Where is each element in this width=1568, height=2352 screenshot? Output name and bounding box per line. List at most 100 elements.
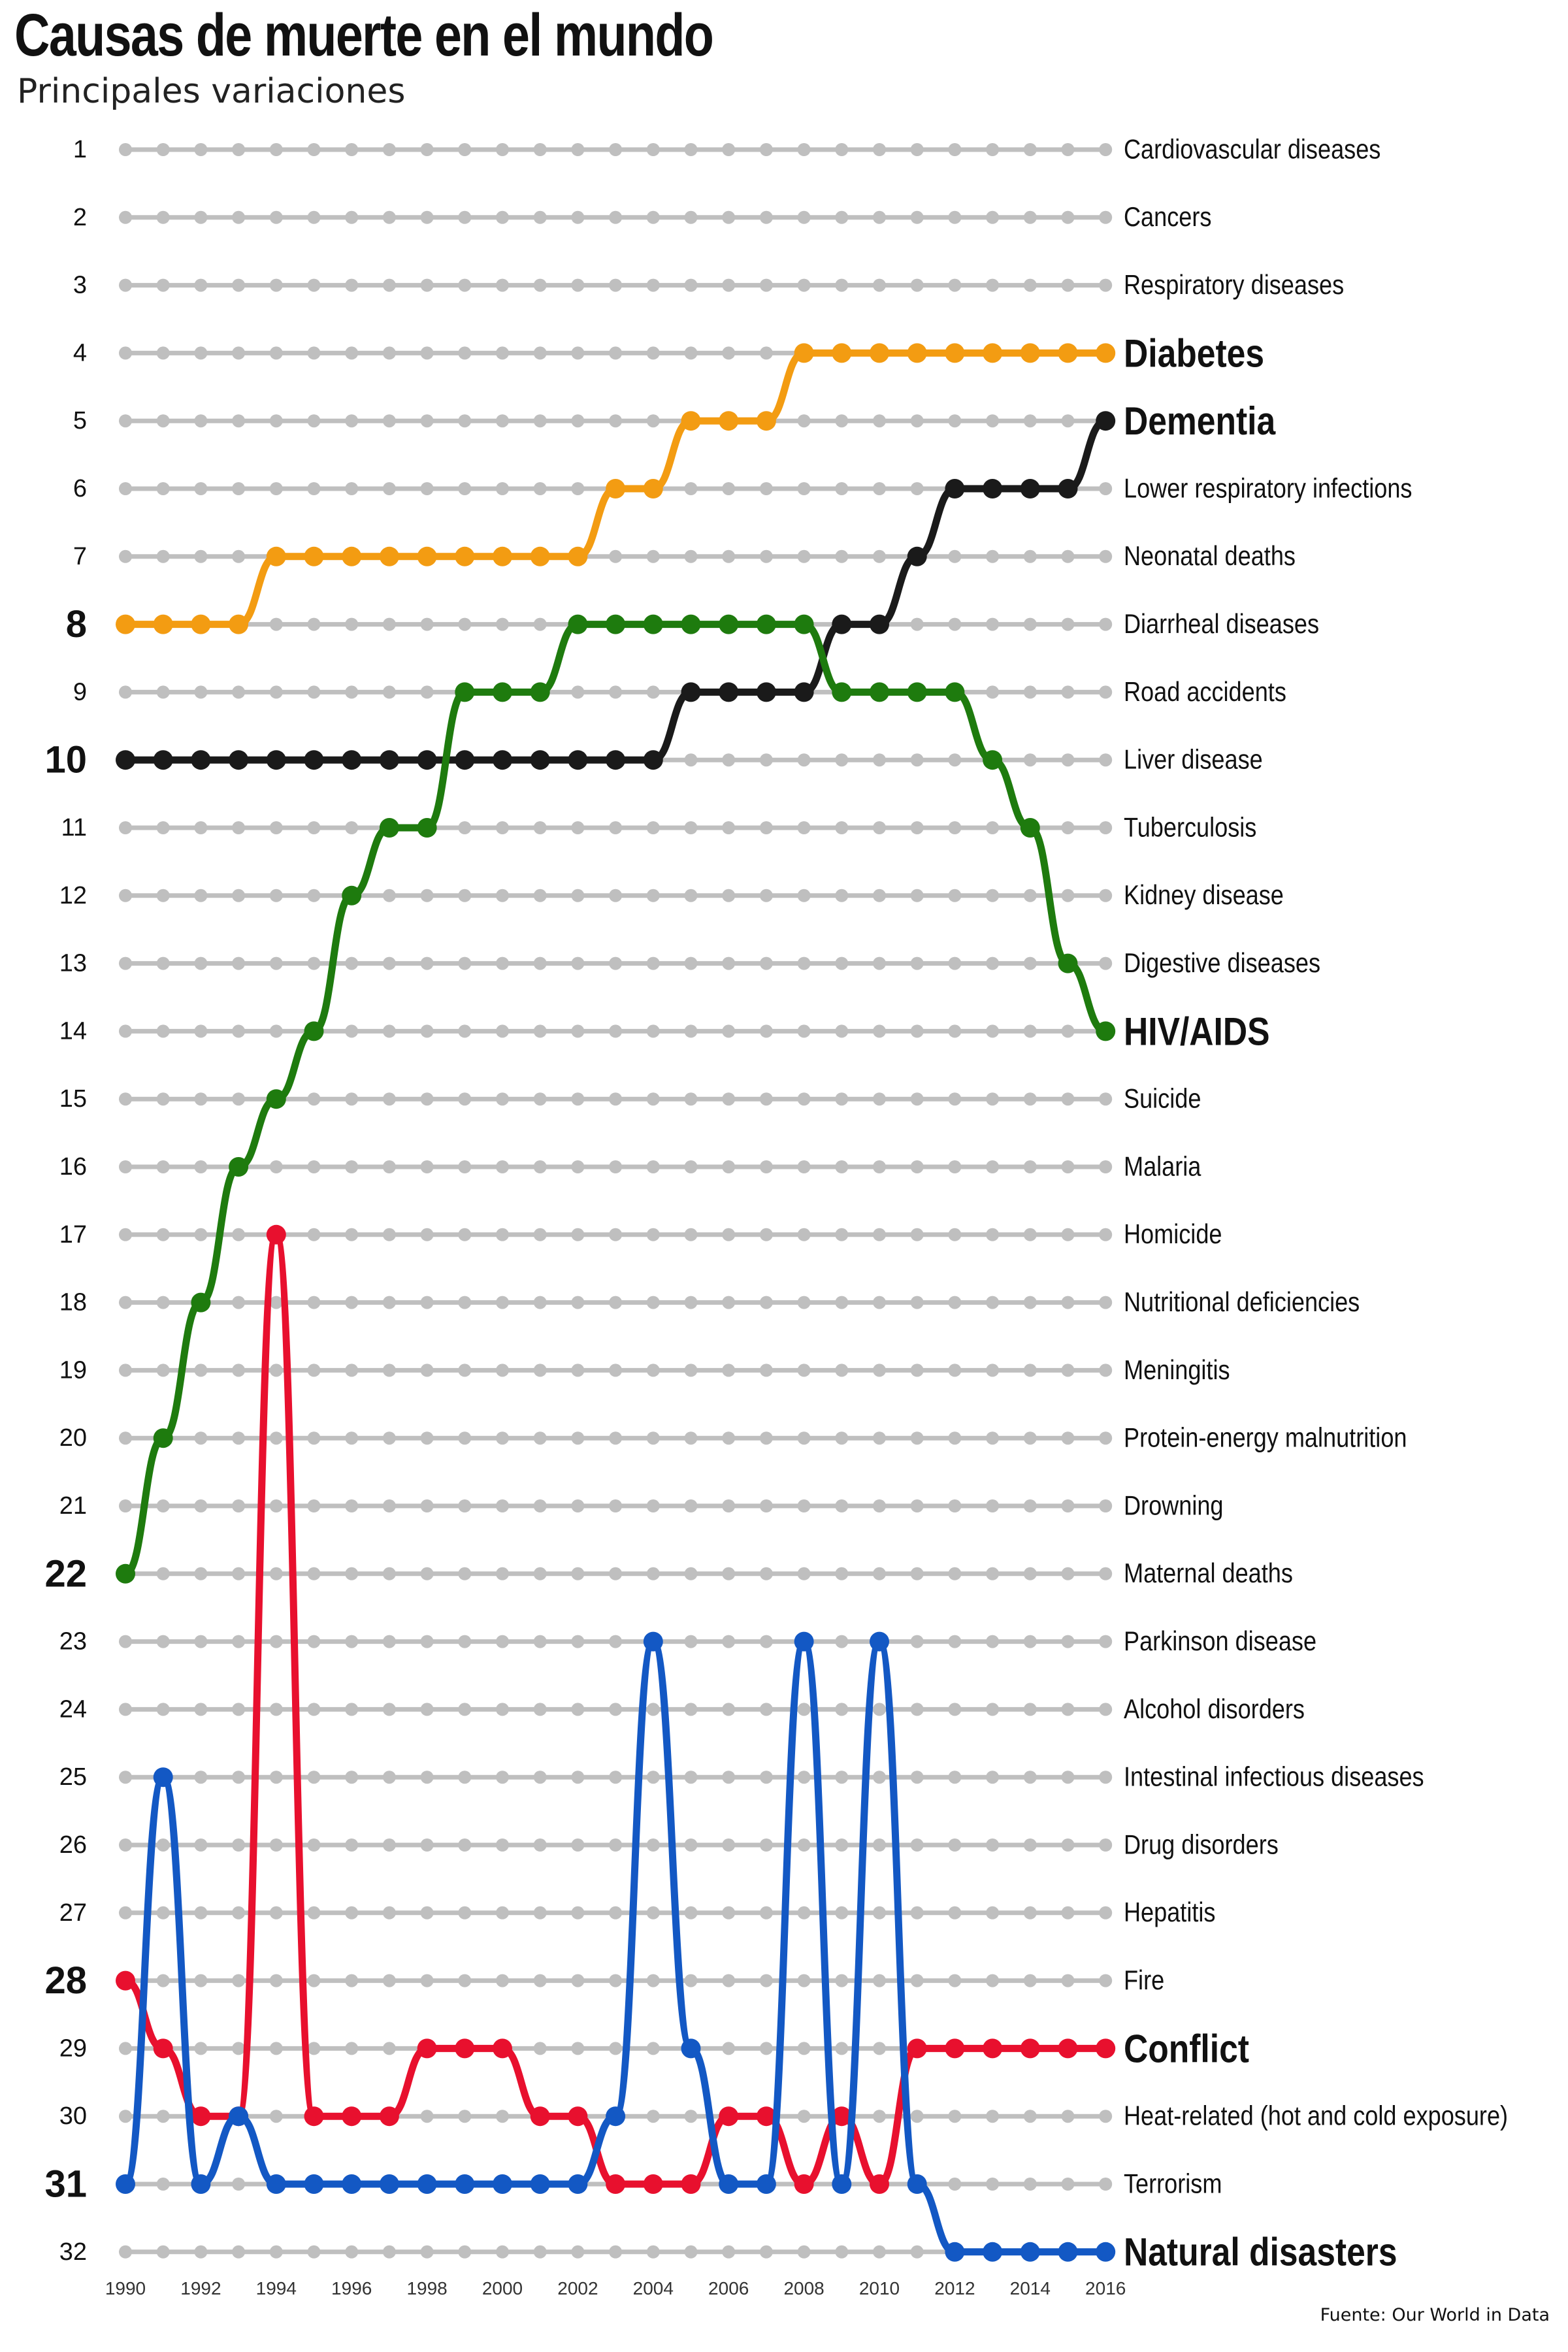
background-dot [119, 1838, 132, 1852]
background-dot [307, 1296, 321, 1309]
background-dot [119, 210, 132, 224]
background-dot [307, 617, 321, 631]
background-dot [533, 1974, 547, 1987]
background-dot [269, 956, 283, 970]
background-dot [345, 1296, 359, 1309]
background-dot [684, 2110, 698, 2123]
background-dot [458, 956, 472, 970]
background-dot [1061, 1974, 1075, 1987]
background-dot [986, 143, 1000, 156]
data-point-diabetes [342, 546, 362, 566]
background-dot [194, 210, 208, 224]
background-dot [345, 1431, 359, 1445]
background-dot [496, 1567, 509, 1580]
background-dot [646, 1431, 660, 1445]
background-dot [910, 889, 924, 902]
background-dot [609, 1635, 623, 1648]
right-cause-labels: Cardiovascular diseases Cancers Respirator… [1124, 135, 1508, 2274]
background-dot [684, 549, 698, 563]
background-dot [986, 1296, 1000, 1309]
background-dot [382, 1567, 396, 1580]
data-point-conflict [116, 1970, 135, 1991]
x-tick-label: 2000 [482, 2278, 523, 2298]
background-dot [571, 414, 585, 428]
data-point-dementia [1096, 411, 1116, 431]
background-dot [948, 1771, 962, 1784]
background-dot [646, 1296, 660, 1309]
data-point-natural-disasters [870, 1631, 889, 1652]
background-dot [910, 1567, 924, 1580]
background-dot [684, 1703, 698, 1716]
background-dot [1023, 1499, 1037, 1512]
background-dot [1099, 821, 1113, 834]
background-dot [382, 278, 396, 292]
background-dot [458, 2110, 472, 2123]
background-dot [609, 1431, 623, 1445]
background-dot [1061, 1703, 1075, 1716]
background-dot [797, 1160, 811, 1173]
background-dot [759, 1160, 773, 1173]
y-tick-label: 12 [59, 882, 87, 909]
background-dot [1061, 617, 1075, 631]
cause-label: Lower respiratory infections [1124, 474, 1413, 504]
data-point-natural-disasters [116, 2174, 135, 2194]
background-dot [194, 1567, 208, 1580]
background-dot [307, 2245, 321, 2259]
background-dot [345, 2245, 359, 2259]
background-dot [910, 617, 924, 631]
background-dot [609, 1567, 623, 1580]
background-dot [420, 1567, 434, 1580]
background-dot [571, 278, 585, 292]
y-tick-label: 6 [73, 475, 87, 502]
series-natural-disasters [116, 1631, 1116, 2262]
background-dot [571, 1567, 585, 1580]
background-dot [345, 1499, 359, 1512]
data-point-diabetes [681, 411, 701, 431]
background-dot [232, 143, 246, 156]
data-point-conflict [1058, 2038, 1078, 2059]
background-dot [684, 1906, 698, 1919]
background-dot [835, 2042, 849, 2055]
background-dot [533, 617, 547, 631]
background-dot [609, 1838, 623, 1852]
background-dot [232, 1228, 246, 1241]
cause-label: Neonatal deaths [1124, 542, 1296, 572]
background-dot [269, 1974, 283, 1987]
background-dot [307, 482, 321, 495]
background-dot [119, 414, 132, 428]
background-dot [307, 889, 321, 902]
data-point-dementia [1058, 479, 1078, 498]
background-dot [458, 1296, 472, 1309]
y-tick-label: 15 [59, 1085, 87, 1113]
background-dot [759, 1567, 773, 1580]
background-dot [156, 956, 170, 970]
background-dot [609, 1499, 623, 1512]
background-dot [722, 1499, 736, 1512]
background-dot [948, 753, 962, 767]
background-dot [609, 1296, 623, 1309]
background-dot [307, 346, 321, 360]
data-point-conflict [719, 2106, 739, 2127]
background-dot [1099, 2110, 1113, 2123]
data-point-conflict [493, 2038, 512, 2059]
data-point-natural-disasters [153, 1767, 173, 1788]
background-dot [684, 1024, 698, 1038]
data-point-conflict [643, 2174, 663, 2194]
background-dot [986, 1024, 1000, 1038]
background-dot [533, 278, 547, 292]
background-dot [835, 1906, 849, 1919]
y-tick-label: 22 [44, 1552, 87, 1595]
background-dot [759, 1499, 773, 1512]
background-dot [458, 1092, 472, 1106]
background-dot [420, 1160, 434, 1173]
series-line-natural-disasters [122, 1638, 1109, 2256]
y-tick-label: 10 [44, 739, 87, 781]
background-dot [609, 278, 623, 292]
background-dot [420, 1228, 434, 1241]
data-point-natural-disasters [794, 1631, 814, 1652]
data-point-diabetes [568, 546, 588, 566]
background-dot [232, 1024, 246, 1038]
data-point-natural-disasters [229, 2106, 249, 2127]
background-dot [307, 1906, 321, 1919]
background-dot [986, 617, 1000, 631]
